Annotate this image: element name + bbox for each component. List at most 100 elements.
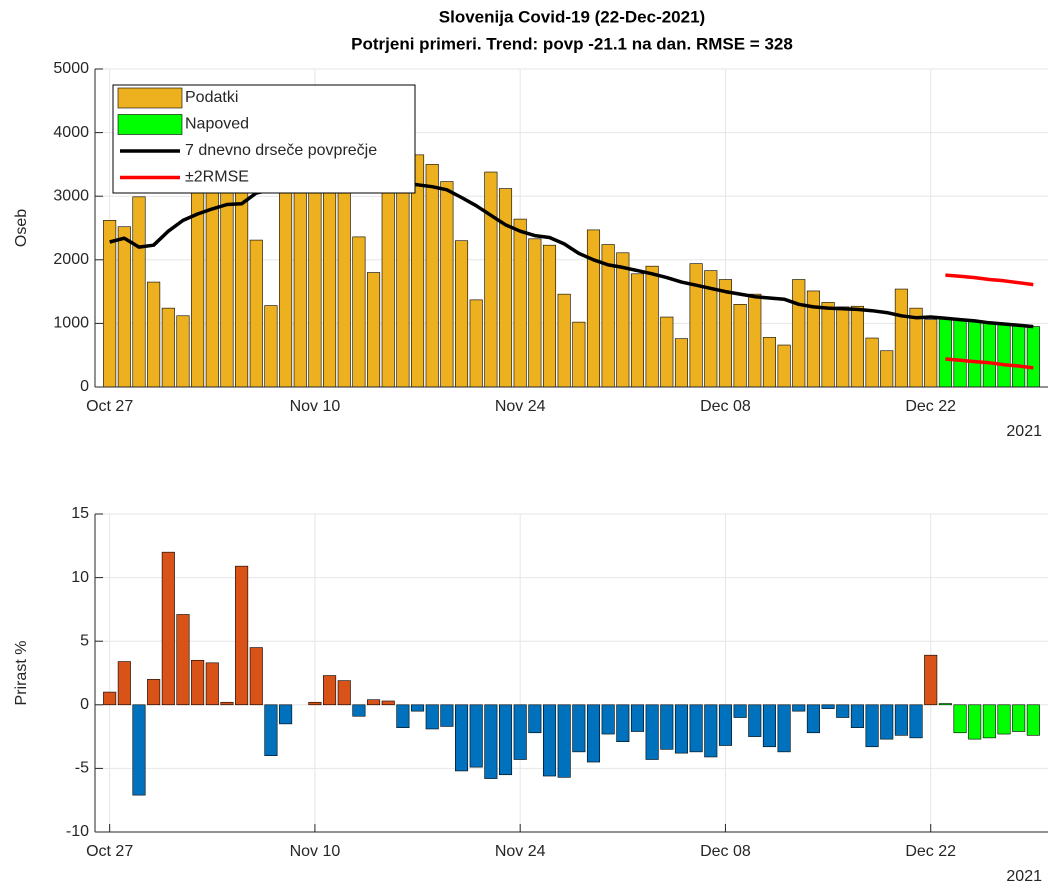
bar — [953, 319, 967, 388]
line — [945, 357, 1034, 370]
bar — [557, 704, 571, 778]
bar — [528, 238, 542, 388]
bar — [792, 704, 806, 712]
bar — [264, 704, 278, 756]
bar — [968, 704, 982, 740]
bar — [718, 704, 732, 746]
bar — [484, 171, 498, 388]
x-tick-label: Oct 27 — [86, 843, 133, 860]
bar — [938, 703, 952, 706]
bar — [513, 704, 527, 760]
bar — [572, 321, 586, 388]
bar — [762, 337, 776, 388]
bar — [308, 701, 322, 706]
bar — [616, 704, 630, 742]
bar — [367, 272, 381, 388]
y-tick-label: 15 — [71, 505, 89, 522]
bar — [337, 680, 351, 706]
y-tick-label: 1000 — [53, 315, 89, 332]
y-tick-label: 3000 — [53, 187, 89, 204]
bar — [674, 704, 688, 754]
bar — [396, 704, 410, 728]
bar — [455, 704, 469, 772]
bar — [718, 279, 732, 388]
bar — [1026, 704, 1040, 736]
bar — [660, 704, 674, 750]
y-tick-label: 2000 — [53, 251, 89, 268]
bar — [161, 551, 175, 706]
bar — [528, 704, 542, 734]
bar — [806, 704, 820, 734]
bar — [279, 704, 293, 725]
y-tick-label: 0 — [80, 696, 89, 713]
bar — [381, 176, 395, 388]
bar — [997, 323, 1011, 388]
x-tick-label: Nov 10 — [290, 843, 341, 860]
bar — [191, 170, 205, 388]
bar — [836, 704, 850, 718]
bar — [924, 319, 938, 388]
bar — [235, 565, 249, 706]
bar — [674, 338, 688, 388]
bar — [498, 188, 513, 388]
legend-swatch — [117, 87, 183, 109]
chart-subtitle: Potrjeni primeri. Trend: povp -21.1 na d… — [351, 34, 793, 53]
bar — [176, 614, 190, 706]
line — [945, 273, 1034, 287]
bar — [1012, 325, 1026, 388]
bar — [630, 704, 645, 732]
bar — [147, 281, 161, 388]
chart-title: Slovenija Covid-19 (22-Dec-2021) — [439, 7, 705, 26]
bar — [220, 701, 234, 706]
bar — [660, 316, 674, 388]
bar — [132, 704, 146, 796]
bar — [601, 704, 615, 735]
bar — [498, 704, 513, 776]
bar — [103, 220, 117, 388]
bar — [1026, 326, 1040, 388]
bar — [748, 704, 762, 737]
bar — [542, 244, 557, 388]
bar — [850, 704, 864, 728]
bar — [836, 306, 850, 388]
bar — [411, 704, 425, 712]
bar — [777, 704, 791, 753]
legend-label: 7 dnevno drseče povprečje — [185, 142, 377, 159]
bar — [103, 691, 117, 706]
y-tick-label: -10 — [66, 823, 89, 840]
bar — [147, 679, 161, 706]
x-year-label: 2021 — [1006, 868, 1042, 885]
bar — [469, 704, 483, 768]
legend-label: Podatki — [185, 89, 238, 106]
bar — [880, 350, 894, 388]
y-tick-label: 0 — [80, 378, 89, 395]
bar — [909, 704, 923, 739]
bar — [557, 293, 571, 388]
bar — [117, 226, 131, 388]
bar — [689, 704, 703, 753]
bar — [176, 315, 190, 388]
y-axis-label: Prirast % — [13, 641, 30, 706]
bar — [425, 704, 439, 730]
bar — [161, 307, 175, 388]
bar — [586, 704, 601, 763]
bar — [909, 307, 923, 388]
bar — [323, 170, 337, 388]
x-tick-label: Nov 24 — [495, 843, 546, 860]
x-tick-label: Oct 27 — [86, 398, 133, 415]
bar — [220, 176, 234, 388]
bar — [821, 302, 835, 388]
bar — [249, 647, 263, 706]
x-tick-label: Dec 22 — [905, 843, 956, 860]
bar — [440, 181, 454, 388]
bar — [249, 239, 263, 388]
bar — [777, 344, 791, 388]
bar — [894, 288, 908, 388]
y-tick-label: 10 — [71, 569, 89, 586]
legend-swatch — [117, 114, 183, 135]
bar — [367, 699, 381, 706]
bar — [542, 704, 557, 777]
bar — [982, 704, 996, 739]
bar — [616, 252, 630, 388]
bar — [469, 299, 483, 388]
